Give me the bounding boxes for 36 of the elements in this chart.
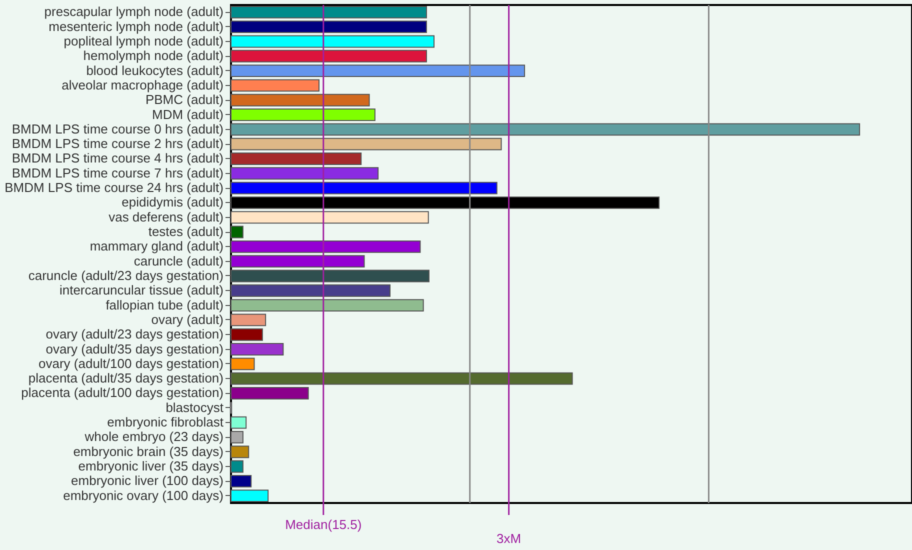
y-tick-label: popliteal lymph node (adult) <box>64 33 224 48</box>
y-tick-label: placenta (adult/100 days gestation) <box>21 385 224 400</box>
y-tick-label: ovary (adult) <box>151 312 224 327</box>
y-tick-label: BMDM LPS time course 4 hrs (adult) <box>12 150 224 166</box>
y-tick-label: intercaruncular tissue (adult) <box>59 282 224 298</box>
y-tick-label: testes (adult) <box>148 224 224 240</box>
y-tick-label: prescapular lymph node (adult) <box>44 4 224 20</box>
y-tick-label: ovary (adult/23 days gestation) <box>46 326 224 342</box>
y-tick-label: embryonic liver (35 days) <box>78 458 224 474</box>
y-tick-label: vas deferens (adult) <box>108 209 224 224</box>
y-tick-label: mesenteric lymph node (adult) <box>48 18 224 34</box>
y-tick-label: BMDM LPS time course 7 hrs (adult) <box>12 165 224 180</box>
y-tick-label: BMDM LPS time course 24 hrs (adult) <box>4 180 224 196</box>
y-tick-label: fallopian tube (adult) <box>106 297 224 312</box>
y-tick-label: embryonic brain (35 days) <box>73 444 224 459</box>
y-tick-label: embryonic liver (100 days) <box>71 473 224 488</box>
y-tick-label: caruncle (adult/23 days gestation) <box>28 268 224 283</box>
y-tick-label: epididymis (adult) <box>122 194 224 210</box>
y-tick-label: blood leukocytes (adult) <box>86 62 224 78</box>
y-tick-label: MDM (adult) <box>152 106 224 122</box>
y-tick-label: caruncle (adult) <box>134 253 224 268</box>
ref-line-label: 3xM <box>496 531 522 546</box>
y-tick-label: hemolymph node (adult) <box>83 48 224 64</box>
y-tick-label: whole embryo (23 days) <box>84 429 224 444</box>
y-tick-label: mammary gland (adult) <box>90 238 224 254</box>
y-tick-label: PBMC (adult) <box>145 92 224 108</box>
y-tick-label: alveolar macrophage (adult) <box>62 77 224 92</box>
y-tick-label: ovary (adult/35 days gestation) <box>46 341 224 356</box>
y-tick-label: blastocyst <box>166 400 224 415</box>
y-tick-label: BMDM LPS time course 0 hrs (adult) <box>12 121 224 136</box>
y-tick-label: BMDM LPS time course 2 hrs (adult) <box>12 136 224 152</box>
y-tick-label: placenta (adult/35 days gestation) <box>28 370 224 386</box>
y-tick-label: embryonic fibroblast <box>107 414 224 430</box>
y-tick-label: ovary (adult/100 days gestation) <box>38 356 224 371</box>
y-tick-label: embryonic ovary (100 days) <box>63 488 224 503</box>
ref-line-label: Median(15.5) <box>285 517 362 532</box>
